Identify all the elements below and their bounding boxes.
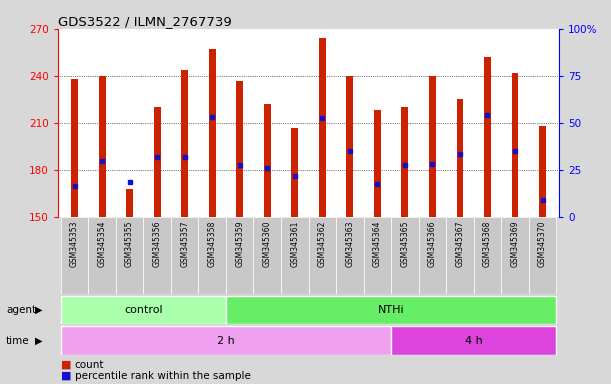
- Bar: [254, 217, 281, 294]
- Text: GSM345353: GSM345353: [70, 221, 79, 267]
- Bar: [181, 70, 188, 217]
- Text: GSM345358: GSM345358: [208, 221, 217, 267]
- Text: GSM345362: GSM345362: [318, 221, 327, 267]
- Bar: [89, 217, 116, 294]
- Text: 2 h: 2 h: [217, 336, 235, 346]
- Bar: [144, 217, 171, 294]
- Bar: [539, 126, 546, 217]
- Text: GSM345355: GSM345355: [125, 221, 134, 267]
- Bar: [71, 79, 78, 217]
- Text: agent: agent: [6, 305, 36, 315]
- Text: GDS3522 / ILMN_2767739: GDS3522 / ILMN_2767739: [58, 15, 232, 28]
- Text: ▶: ▶: [35, 336, 43, 346]
- Text: count: count: [75, 360, 104, 370]
- Text: GSM345369: GSM345369: [511, 221, 519, 267]
- Bar: [126, 189, 133, 217]
- Text: NTHi: NTHi: [378, 305, 404, 315]
- Bar: [391, 326, 556, 355]
- Bar: [116, 217, 144, 294]
- Bar: [456, 99, 463, 217]
- Text: time: time: [6, 336, 30, 346]
- Text: ■: ■: [61, 371, 71, 381]
- Text: GSM345364: GSM345364: [373, 221, 382, 267]
- Text: control: control: [124, 305, 163, 315]
- Bar: [171, 217, 199, 294]
- Text: GSM345357: GSM345357: [180, 221, 189, 267]
- Bar: [364, 217, 391, 294]
- Bar: [154, 107, 161, 217]
- Bar: [61, 326, 391, 355]
- Bar: [281, 217, 309, 294]
- Bar: [374, 110, 381, 217]
- Bar: [346, 76, 353, 217]
- Bar: [419, 217, 446, 294]
- Bar: [484, 57, 491, 217]
- Bar: [199, 217, 226, 294]
- Bar: [474, 217, 501, 294]
- Text: ▶: ▶: [35, 305, 43, 315]
- Bar: [236, 81, 243, 217]
- Text: GSM345361: GSM345361: [290, 221, 299, 267]
- Text: GSM345370: GSM345370: [538, 221, 547, 267]
- Bar: [446, 217, 474, 294]
- Bar: [336, 217, 364, 294]
- Bar: [401, 107, 408, 217]
- Text: GSM345366: GSM345366: [428, 221, 437, 267]
- Text: GSM345359: GSM345359: [235, 221, 244, 267]
- Bar: [61, 217, 89, 294]
- Text: GSM345367: GSM345367: [455, 221, 464, 267]
- Bar: [529, 217, 556, 294]
- Text: GSM345363: GSM345363: [345, 221, 354, 267]
- Bar: [429, 76, 436, 217]
- Text: ■: ■: [61, 360, 71, 370]
- Bar: [501, 217, 529, 294]
- Bar: [61, 296, 226, 324]
- Text: percentile rank within the sample: percentile rank within the sample: [75, 371, 251, 381]
- Bar: [511, 73, 519, 217]
- Bar: [291, 127, 298, 217]
- Text: GSM345368: GSM345368: [483, 221, 492, 267]
- Text: 4 h: 4 h: [465, 336, 483, 346]
- Bar: [209, 49, 216, 217]
- Bar: [226, 217, 254, 294]
- Bar: [391, 217, 419, 294]
- Bar: [319, 38, 326, 217]
- Text: GSM345354: GSM345354: [98, 221, 106, 267]
- Bar: [98, 76, 106, 217]
- Text: GSM345360: GSM345360: [263, 221, 272, 267]
- Bar: [226, 296, 556, 324]
- Text: GSM345365: GSM345365: [400, 221, 409, 267]
- Bar: [309, 217, 336, 294]
- Text: GSM345356: GSM345356: [153, 221, 162, 267]
- Bar: [264, 104, 271, 217]
